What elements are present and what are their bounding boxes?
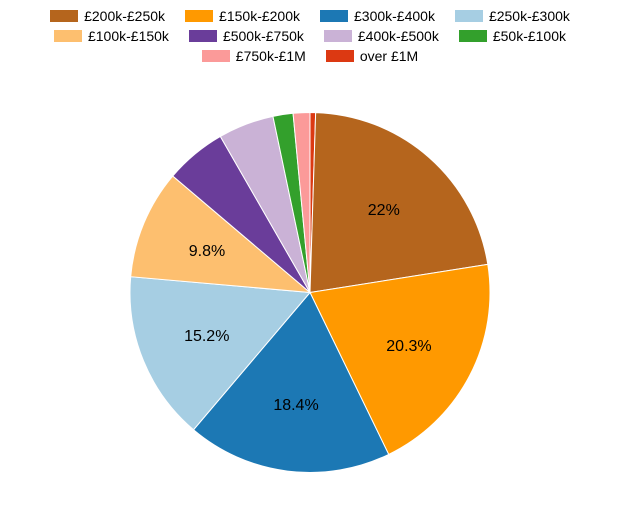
legend-swatch xyxy=(455,10,483,22)
slice-label: 18.4% xyxy=(273,397,318,415)
legend-label: £400k-£500k xyxy=(358,28,439,44)
legend-swatch xyxy=(459,30,487,42)
legend-label: £150k-£200k xyxy=(219,8,300,24)
legend-item: £150k-£200k xyxy=(185,8,300,24)
slice-label: 15.2% xyxy=(184,328,229,346)
legend-label: £250k-£300k xyxy=(489,8,570,24)
legend-swatch xyxy=(185,10,213,22)
slice-label: 22% xyxy=(368,202,400,220)
legend-swatch xyxy=(320,10,348,22)
legend: £200k-£250k £150k-£200k £300k-£400k £250k-£… xyxy=(0,0,620,72)
legend-swatch xyxy=(202,50,230,62)
legend-label: £200k-£250k xyxy=(84,8,165,24)
legend-label: £300k-£400k xyxy=(354,8,435,24)
legend-swatch xyxy=(189,30,217,42)
legend-label: over £1M xyxy=(360,48,418,64)
pie-chart xyxy=(130,113,490,478)
legend-label: £500k-£750k xyxy=(223,28,304,44)
slice-label: 9.8% xyxy=(189,243,225,261)
legend-item: £50k-£100k xyxy=(459,28,566,44)
legend-label: £100k-£150k xyxy=(88,28,169,44)
legend-item: £300k-£400k xyxy=(320,8,435,24)
legend-item: £100k-£150k xyxy=(54,28,169,44)
legend-item: £400k-£500k xyxy=(324,28,439,44)
legend-item: £500k-£750k xyxy=(189,28,304,44)
legend-item: £750k-£1M xyxy=(202,48,306,64)
slice-label: 20.3% xyxy=(386,338,431,356)
legend-swatch xyxy=(50,10,78,22)
legend-swatch xyxy=(54,30,82,42)
legend-swatch xyxy=(324,30,352,42)
legend-item: £200k-£250k xyxy=(50,8,165,24)
legend-item: £250k-£300k xyxy=(455,8,570,24)
legend-label: £50k-£100k xyxy=(493,28,566,44)
legend-label: £750k-£1M xyxy=(236,48,306,64)
legend-item: over £1M xyxy=(326,48,418,64)
legend-swatch xyxy=(326,50,354,62)
